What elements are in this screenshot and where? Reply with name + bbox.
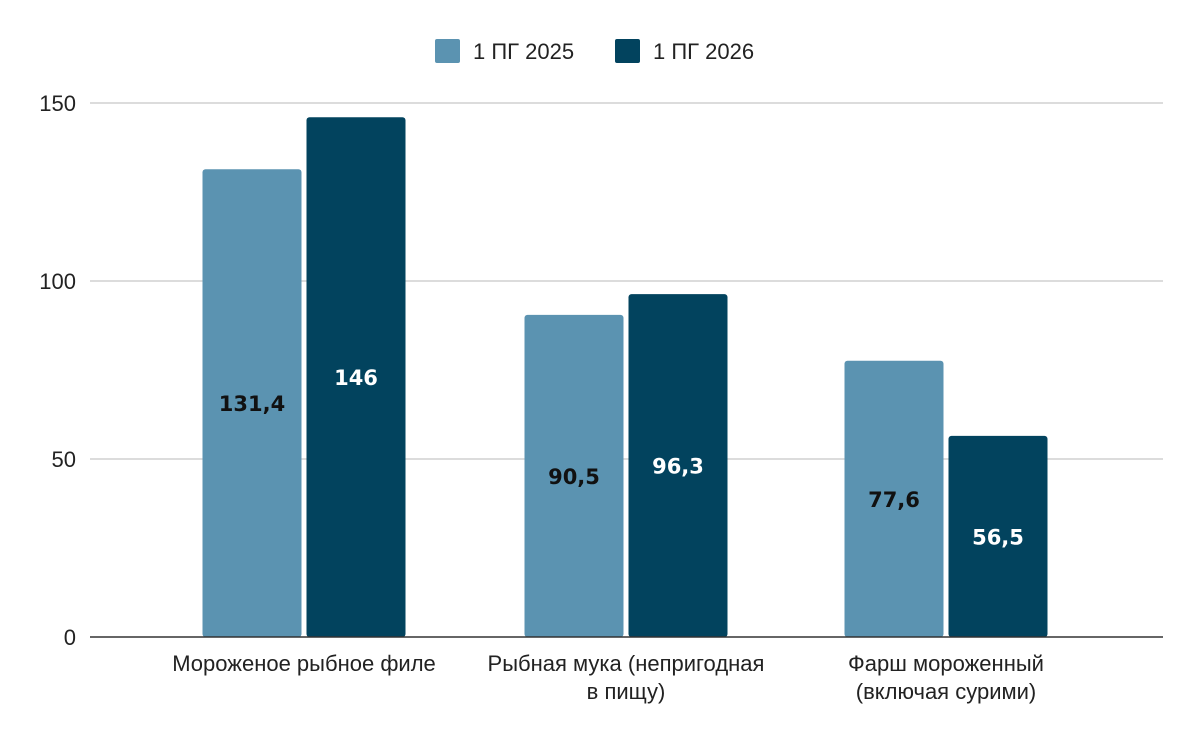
legend-label: 1 ПГ 2026 bbox=[653, 39, 754, 64]
y-axis: 0 50 100 150 bbox=[39, 91, 76, 650]
data-label: 131,4 bbox=[219, 392, 285, 416]
legend-swatch bbox=[435, 39, 460, 63]
x-tick-label: Фарш мороженный (включая сурими) bbox=[848, 651, 1044, 704]
legend-swatch bbox=[615, 39, 640, 63]
x-tick-label: Рыбная мука (непригодная в пищу) bbox=[488, 651, 765, 704]
legend: 1 ПГ 2025 1 ПГ 2026 bbox=[435, 39, 754, 64]
bar bbox=[524, 314, 624, 637]
x-tick-label: Мороженое рыбное филе bbox=[172, 651, 436, 676]
bars bbox=[202, 117, 1048, 638]
y-tick-label: 150 bbox=[39, 91, 76, 116]
bar bbox=[628, 294, 728, 637]
bar bbox=[844, 360, 944, 637]
data-label: 77,6 bbox=[868, 488, 920, 512]
data-label: 56,5 bbox=[972, 525, 1024, 549]
data-labels: 131,4 90,5 77,6 146 96,3 56,5 bbox=[219, 366, 1024, 549]
bar bbox=[306, 117, 406, 638]
y-tick-label: 50 bbox=[52, 447, 76, 472]
bar bbox=[202, 169, 302, 637]
data-label: 90,5 bbox=[548, 465, 600, 489]
data-label: 146 bbox=[334, 366, 378, 390]
legend-label: 1 ПГ 2025 bbox=[473, 39, 574, 64]
x-axis: Мороженое рыбное филе Рыбная мука (неприг… bbox=[90, 636, 1163, 704]
y-tick-label: 100 bbox=[39, 269, 76, 294]
data-label: 96,3 bbox=[652, 455, 704, 479]
bar bbox=[948, 435, 1048, 637]
y-tick-label: 0 bbox=[64, 625, 76, 650]
